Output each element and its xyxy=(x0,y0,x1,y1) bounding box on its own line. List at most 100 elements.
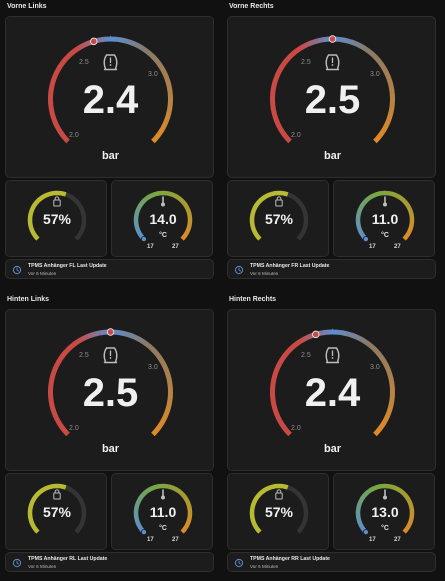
pressure-value: 2.5 xyxy=(305,78,361,122)
temperature-gauge-card[interactable]: 11.0 °C 17 27 xyxy=(111,473,213,550)
pressure-mid-label: 2.5 xyxy=(79,352,89,359)
battery-gauge-card[interactable]: 57% xyxy=(5,473,107,550)
temperature-gauge-marker xyxy=(362,529,369,536)
battery-gauge-card[interactable]: 57% xyxy=(227,473,329,550)
temperature-min-label: 17 xyxy=(369,244,376,250)
temperature-gauge-arc xyxy=(355,190,415,241)
pressure-max-label: 3.0 xyxy=(148,71,158,78)
tire-pressure-icon xyxy=(103,347,118,364)
pressure-gauge-arc xyxy=(269,36,396,144)
pressure-unit: bar xyxy=(324,443,342,455)
battery-lock-icon xyxy=(53,489,61,500)
battery-gauge-card[interactable]: 57% xyxy=(5,180,107,257)
section-title: Vorne Rechts xyxy=(229,3,274,10)
last-update-title: TPMS Anhänger FR Last Update xyxy=(250,263,330,269)
temperature-unit: °C xyxy=(381,231,389,239)
last-update-title: TPMS Anhänger RR Last Update xyxy=(250,556,330,562)
tire-section: Hinten Rechts 2.5 3.0 2.0 2.4 bar 57% xyxy=(227,296,437,572)
pressure-value: 2.4 xyxy=(83,78,139,122)
clock-icon xyxy=(234,558,244,568)
pressure-unit: bar xyxy=(102,150,120,162)
clock-icon xyxy=(234,265,244,275)
last-update-row[interactable]: TPMS Anhänger RL Last Update Vor 6 Minut… xyxy=(5,552,214,572)
section-title: Hinten Links xyxy=(7,296,50,303)
pressure-min-label: 2.0 xyxy=(69,132,79,139)
battery-gauge-card[interactable]: 57% xyxy=(227,180,329,257)
temperature-gauge-arc xyxy=(133,483,193,534)
pressure-mid-label: 2.5 xyxy=(301,59,311,66)
temperature-unit: °C xyxy=(159,231,167,239)
section-title: Vorne Links xyxy=(7,3,47,10)
temperature-unit: °C xyxy=(381,524,389,532)
pressure-mid-label: 2.5 xyxy=(79,59,89,66)
tire-section: Hinten Links 2.5 3.0 2.0 2.5 bar 57% xyxy=(5,296,215,572)
last-update-time: Vor 6 Minuten xyxy=(28,564,57,569)
last-update-row[interactable]: TPMS Anhänger FL Last Update Vor 6 Minut… xyxy=(5,259,214,279)
temperature-max-label: 27 xyxy=(172,244,179,250)
pressure-gauge-marker xyxy=(312,328,336,339)
tire-pressure-icon xyxy=(325,347,340,364)
clock-icon xyxy=(12,265,22,275)
clock-icon xyxy=(12,558,22,568)
battery-value: 57% xyxy=(43,211,72,227)
temperature-unit: °C xyxy=(159,524,167,532)
temperature-value: 13.0 xyxy=(371,504,398,520)
battery-gauge-arc xyxy=(249,190,309,241)
battery-value: 57% xyxy=(43,504,72,520)
last-update-time: Vor 6 Minuten xyxy=(250,271,279,276)
last-update-row[interactable]: TPMS Anhänger RR Last Update Vor 6 Minut… xyxy=(227,552,436,572)
temperature-gauge-marker xyxy=(140,529,147,536)
temperature-gauge-marker xyxy=(140,236,147,243)
pressure-value: 2.4 xyxy=(305,371,361,415)
battery-gauge-arc xyxy=(27,483,87,534)
section-title: Hinten Rechts xyxy=(229,296,277,303)
tire-pressure-icon xyxy=(103,54,118,71)
thermometer-icon xyxy=(383,489,387,500)
tire-pressure-icon xyxy=(325,54,340,71)
pressure-gauge-marker xyxy=(90,35,114,46)
battery-lock-icon xyxy=(275,196,283,207)
pressure-max-label: 3.0 xyxy=(148,364,158,371)
pressure-gauge-card[interactable]: 2.5 3.0 2.0 2.4 bar xyxy=(227,309,436,471)
temperature-max-label: 27 xyxy=(172,537,179,543)
temperature-value: 11.0 xyxy=(150,504,177,520)
pressure-min-label: 2.0 xyxy=(291,425,301,432)
pressure-gauge-arc xyxy=(47,36,174,144)
temperature-min-label: 17 xyxy=(369,537,376,543)
pressure-max-label: 3.0 xyxy=(370,364,380,371)
tire-section: Vorne Links 2.5 3.0 2.0 2.4 bar 57% xyxy=(5,3,215,279)
temperature-value: 14.0 xyxy=(149,211,176,227)
last-update-row[interactable]: TPMS Anhänger FR Last Update Vor 6 Minut… xyxy=(227,259,436,279)
temperature-gauge-card[interactable]: 13.0 °C 17 27 xyxy=(333,473,435,550)
pressure-gauge-marker xyxy=(106,328,115,336)
temperature-gauge-card[interactable]: 14.0 °C 17 27 xyxy=(111,180,213,257)
temperature-min-label: 17 xyxy=(147,537,154,543)
temperature-min-label: 17 xyxy=(147,244,154,250)
pressure-gauge-card[interactable]: 2.5 3.0 2.0 2.4 bar xyxy=(5,16,214,178)
pressure-min-label: 2.0 xyxy=(69,425,79,432)
battery-gauge-arc xyxy=(249,483,309,534)
temperature-gauge-marker xyxy=(362,236,369,243)
thermometer-icon xyxy=(383,196,387,207)
pressure-max-label: 3.0 xyxy=(370,71,380,78)
pressure-unit: bar xyxy=(324,150,342,162)
last-update-title: TPMS Anhänger FL Last Update xyxy=(28,263,107,269)
battery-lock-icon xyxy=(275,489,283,500)
battery-lock-icon xyxy=(53,196,61,207)
temperature-gauge-card[interactable]: 11.0 °C 17 27 xyxy=(333,180,435,257)
last-update-title: TPMS Anhänger RL Last Update xyxy=(28,556,108,562)
pressure-value: 2.5 xyxy=(83,371,139,415)
last-update-time: Vor 6 Minuten xyxy=(250,564,279,569)
pressure-gauge-marker xyxy=(328,35,337,43)
last-update-time: Vor 6 Minuten xyxy=(28,271,57,276)
temperature-gauge-arc xyxy=(355,483,415,534)
tire-section: Vorne Rechts 2.5 3.0 2.0 2.5 bar 57% xyxy=(227,3,437,279)
pressure-gauge-card[interactable]: 2.5 3.0 2.0 2.5 bar xyxy=(227,16,436,178)
pressure-unit: bar xyxy=(102,443,120,455)
battery-value: 57% xyxy=(265,211,294,227)
temperature-value: 11.0 xyxy=(372,211,399,227)
pressure-gauge-arc xyxy=(47,329,174,437)
pressure-gauge-arc xyxy=(269,329,396,437)
pressure-mid-label: 2.5 xyxy=(301,352,311,359)
pressure-gauge-card[interactable]: 2.5 3.0 2.0 2.5 bar xyxy=(5,309,214,471)
